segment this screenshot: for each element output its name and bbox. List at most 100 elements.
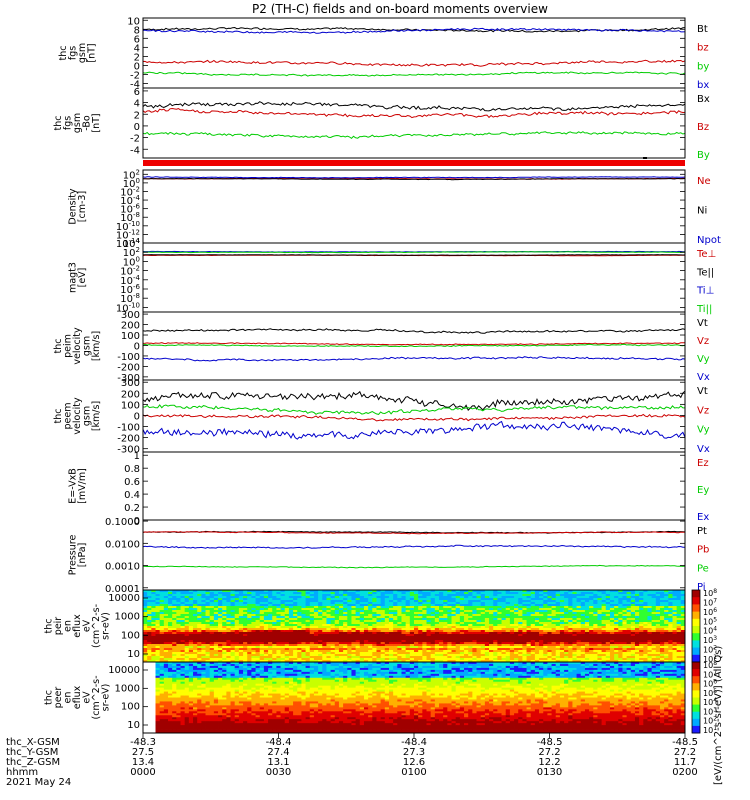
y-tick-label: 0.0010 xyxy=(105,562,140,573)
x-row-label: 2021 May 24 xyxy=(6,777,71,788)
x-tick-value: -48.5 xyxy=(672,737,698,748)
y-axis-label: [mV/m] xyxy=(77,468,88,504)
y-tick-label: 4 xyxy=(134,43,140,54)
y-tick-label: 100 xyxy=(123,255,140,268)
legend-by: by xyxy=(697,61,709,72)
status-bar xyxy=(143,160,685,166)
plot-title: P2 (TH-C) fields and on-board moments ov… xyxy=(252,2,548,16)
y-axis-label: [nT] xyxy=(91,113,102,132)
y-tick-label: 10-8 xyxy=(120,211,140,224)
colorbar-tick: 102 xyxy=(703,645,717,655)
panel-frame xyxy=(142,87,686,159)
colorbar-tick: 106 xyxy=(703,607,717,617)
panel-frame xyxy=(142,451,686,521)
spectrogram-1 xyxy=(143,590,686,663)
x-tick-value: 27.4 xyxy=(267,747,289,758)
series-Ti||-line xyxy=(143,251,685,254)
y-tick-label: 4 xyxy=(134,99,140,110)
y-axis-label: gsm xyxy=(82,336,93,356)
y-tick-label: 10 xyxy=(127,649,140,660)
series-bz-line xyxy=(143,59,685,67)
y-tick-label: -200 xyxy=(117,434,140,445)
legend-bx: bx xyxy=(697,80,709,91)
y-tick-label: 6 xyxy=(134,87,140,98)
y-tick-label: 10-6 xyxy=(120,283,140,296)
y-axis-label: eV xyxy=(82,691,93,704)
series-Npot-line xyxy=(143,176,685,179)
panel-7: 1 0.8 0.6 0.4 0.2 0 Ez Ey Ex E=-VxB[mV/m] xyxy=(67,451,709,527)
y-axis-label: thc xyxy=(53,409,64,424)
series-Vt-line xyxy=(143,390,685,411)
y-axis-label: peim xyxy=(63,334,74,358)
y-tick-label: 100 xyxy=(121,702,140,713)
y-tick-label: 10-8 xyxy=(120,292,140,305)
legend-Pt: Pt xyxy=(697,526,707,537)
x-tick-value: 12.2 xyxy=(538,757,560,768)
panels: 1086420-2-4Btbzbybxthcfgsgsm[nT]6420-2-4… xyxy=(44,16,721,735)
y-axis-label: peem xyxy=(63,403,74,430)
spectrogram-2 xyxy=(155,662,686,734)
y-tick-label: 200 xyxy=(121,389,140,400)
y-axis-label: eflux xyxy=(72,685,83,709)
y-tick-label: 0.1000 xyxy=(105,517,140,528)
y-tick-label: 10-4 xyxy=(120,274,140,287)
y-axis-label: thc xyxy=(44,619,55,634)
y-tick-label: 2 xyxy=(134,52,140,63)
y-tick-label: -2 xyxy=(130,134,140,145)
legend-Npot: Npot xyxy=(697,235,721,246)
legend-Te||: Te|| xyxy=(696,267,714,278)
y-axis-label: velocity xyxy=(72,327,83,365)
colorbar-tick: 107 xyxy=(703,597,717,607)
panel-frame xyxy=(142,519,686,591)
series-Vy-line xyxy=(143,343,685,348)
series-Ni-line xyxy=(143,177,685,181)
y-axis-label: gsm xyxy=(72,113,83,133)
panel-8: 0.1000 0.0100 0.0010 0.0001 Pt Pb Pe Pi Pressure… xyxy=(67,517,709,595)
y-tick-label: 0 xyxy=(134,122,140,133)
legend-Bx: Bx xyxy=(697,94,710,105)
colorbar-tick: 101 xyxy=(703,654,717,664)
y-axis-label: [eV] xyxy=(77,268,88,288)
legend-Bt: Bt xyxy=(697,24,708,35)
y-tick-label: 10-4 xyxy=(120,194,140,207)
legend-Bz: Bz xyxy=(697,122,709,133)
colorbar-label: [eV/(cm^2-s-sr-eV)] (All Qs) xyxy=(713,646,724,785)
legend-Ti⊥: Ti⊥ xyxy=(696,286,714,297)
colorbar-tick: 104 xyxy=(703,626,717,636)
legend-Ne: Ne xyxy=(697,176,711,187)
legend-Pi: Pi xyxy=(697,582,706,593)
y-tick-label: 10-2 xyxy=(120,185,140,198)
x-tick-value: 13.1 xyxy=(267,757,289,768)
y-axis-label: thc xyxy=(58,46,69,61)
y-tick-label: -4 xyxy=(130,79,140,90)
y-axis-label: sr-eV) xyxy=(101,612,112,640)
y-tick-label: 10-2 xyxy=(120,265,140,278)
panel-frame xyxy=(142,242,686,313)
y-tick-label: 10 xyxy=(127,16,140,27)
legend-Ni: Ni xyxy=(697,206,707,217)
y-tick-label: -300 xyxy=(117,445,140,456)
x-tick-value: 27.2 xyxy=(674,747,696,758)
colorbar-tick: 106 xyxy=(703,679,717,689)
legend-Pe: Pe xyxy=(697,563,709,574)
series-Vy-line xyxy=(143,404,685,415)
y-tick-label: 10000 xyxy=(108,665,140,676)
colorbar-tick: 101 xyxy=(703,725,717,735)
legend-Pb: Pb xyxy=(697,545,709,556)
x-tick-value: 0130 xyxy=(537,767,562,778)
series-Bt-line xyxy=(143,26,685,33)
series-Vz-line xyxy=(143,342,685,346)
y-tick-label: 10-6 xyxy=(120,203,140,216)
y-axis-label: eflux xyxy=(72,614,83,638)
colorbar-tick: 107 xyxy=(703,669,717,679)
legend-By: By xyxy=(697,150,710,161)
y-tick-label: 100 xyxy=(121,331,140,342)
y-axis-label: peir xyxy=(53,617,64,636)
series-Vx-line xyxy=(143,356,685,362)
x-tick-value: 0100 xyxy=(401,767,426,778)
y-axis-label: sr-eV) xyxy=(101,684,112,712)
y-tick-label: 0.4 xyxy=(124,490,140,501)
y-axis-label: (cm^2-s- xyxy=(91,604,102,648)
